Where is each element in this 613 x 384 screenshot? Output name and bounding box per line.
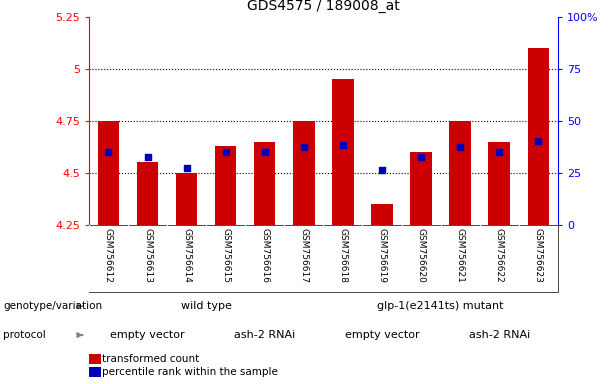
Bar bbox=[254, 142, 275, 225]
Text: protocol: protocol bbox=[3, 330, 46, 340]
Text: GSM756612: GSM756612 bbox=[104, 228, 113, 283]
Text: ash-2 RNAi: ash-2 RNAi bbox=[468, 330, 530, 340]
Text: empty vector: empty vector bbox=[345, 330, 419, 340]
Text: GSM756614: GSM756614 bbox=[182, 228, 191, 283]
Point bbox=[533, 137, 543, 144]
Bar bbox=[293, 121, 314, 225]
Bar bbox=[215, 146, 237, 225]
Point bbox=[338, 142, 348, 148]
Text: percentile rank within the sample: percentile rank within the sample bbox=[102, 367, 278, 377]
Point bbox=[299, 144, 309, 150]
Text: GSM756618: GSM756618 bbox=[338, 228, 348, 283]
Text: GSM756620: GSM756620 bbox=[417, 228, 425, 283]
Point bbox=[416, 154, 426, 160]
Text: GSM756617: GSM756617 bbox=[299, 228, 308, 283]
Bar bbox=[137, 162, 158, 225]
Text: GSM756621: GSM756621 bbox=[455, 228, 465, 283]
Bar bbox=[97, 121, 119, 225]
Point bbox=[377, 167, 387, 173]
Bar bbox=[332, 79, 354, 225]
Text: GSM756615: GSM756615 bbox=[221, 228, 230, 283]
Text: transformed count: transformed count bbox=[102, 354, 200, 364]
Bar bbox=[176, 173, 197, 225]
Bar bbox=[371, 204, 393, 225]
Text: ash-2 RNAi: ash-2 RNAi bbox=[234, 330, 295, 340]
Bar bbox=[449, 121, 471, 225]
Bar bbox=[89, 354, 101, 364]
Text: GSM756613: GSM756613 bbox=[143, 228, 152, 283]
Text: empty vector: empty vector bbox=[110, 330, 185, 340]
Point bbox=[260, 149, 270, 155]
Bar bbox=[89, 367, 101, 377]
Text: GSM756623: GSM756623 bbox=[534, 228, 543, 283]
Text: wild type: wild type bbox=[181, 301, 232, 311]
Text: GSM756619: GSM756619 bbox=[378, 228, 386, 283]
Point bbox=[221, 149, 230, 155]
Point bbox=[104, 149, 113, 155]
Point bbox=[455, 144, 465, 150]
Point bbox=[181, 164, 191, 170]
Text: GDS4575 / 189008_at: GDS4575 / 189008_at bbox=[247, 0, 400, 13]
Point bbox=[494, 149, 504, 155]
Point bbox=[143, 154, 153, 160]
Text: GSM756616: GSM756616 bbox=[261, 228, 269, 283]
Text: genotype/variation: genotype/variation bbox=[3, 301, 102, 311]
Bar bbox=[528, 48, 549, 225]
Text: GSM756622: GSM756622 bbox=[495, 228, 504, 283]
Text: glp-1(e2141ts) mutant: glp-1(e2141ts) mutant bbox=[378, 301, 504, 311]
Bar bbox=[489, 142, 510, 225]
Bar bbox=[410, 152, 432, 225]
